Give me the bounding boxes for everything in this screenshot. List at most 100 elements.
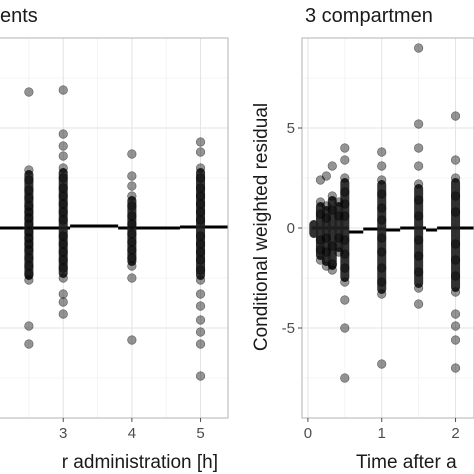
residual-point [414, 161, 424, 171]
x-tick-label: 4 [128, 425, 136, 442]
residual-point [24, 165, 34, 175]
residual-point [24, 245, 34, 255]
residual-column [127, 196, 137, 266]
residual-point [321, 233, 331, 243]
residual-point [450, 271, 461, 281]
residual-point [24, 185, 34, 195]
residual-point [450, 363, 461, 373]
right-panel: 3 compartmen 0 1 2 -5 0 5 Time after a Condi… [251, 5, 474, 473]
residual-point [340, 295, 350, 305]
x-tick-label: 5 [196, 425, 204, 442]
residual-point [127, 191, 137, 201]
residual-point [450, 255, 461, 265]
residual-point [195, 301, 206, 311]
residual-point [414, 235, 424, 245]
x-tick-label: 2 [451, 425, 459, 442]
residual-point [450, 321, 461, 331]
residual-point [127, 219, 137, 229]
residual-point [340, 277, 350, 287]
residual-point [414, 119, 424, 129]
residual-point [450, 335, 461, 345]
residual-point [58, 151, 68, 161]
residual-point [127, 201, 137, 211]
residual-point [414, 43, 424, 53]
x-tick-label: 0 [304, 425, 312, 442]
residual-point [127, 245, 137, 255]
residual-point [195, 191, 206, 201]
residual-point [450, 207, 461, 217]
residual-point [195, 275, 206, 285]
residual-point [58, 231, 68, 241]
residual-point [195, 147, 206, 157]
right-panel-title: 3 compartmen [305, 5, 433, 27]
residual-point [377, 277, 387, 287]
residual-point [195, 163, 206, 173]
residual-point [195, 265, 206, 275]
residual-point [24, 275, 34, 285]
residual-point [340, 211, 350, 221]
residual-point [24, 253, 34, 263]
y-tick-label: 0 [287, 220, 295, 237]
residual-point [195, 137, 206, 147]
residual-point [195, 183, 206, 193]
residual-point [58, 247, 68, 257]
residual-point [195, 371, 206, 381]
residual-point [340, 187, 350, 197]
residual-point [58, 297, 68, 307]
residual-point [195, 327, 206, 337]
residual-point [24, 339, 34, 349]
residual-point [195, 315, 206, 325]
residual-point [127, 149, 137, 159]
residual-point [450, 155, 461, 165]
residual-point [127, 273, 137, 283]
residual-point [450, 111, 461, 121]
residual-point [195, 199, 206, 209]
residual-column [377, 180, 387, 294]
residual-point [127, 237, 137, 247]
residual-point [321, 171, 331, 181]
residual-point [450, 309, 461, 319]
residual-point [334, 197, 344, 207]
right-residual-points [315, 43, 461, 383]
left-panel-border [0, 37, 229, 419]
residual-point [24, 87, 34, 97]
left-x-axis-title: r administration [h] [62, 452, 218, 473]
residual-point [58, 255, 68, 265]
residual-point [377, 203, 387, 213]
residual-point [315, 255, 326, 265]
y-tick-label: 5 [287, 120, 295, 137]
residual-point [24, 193, 34, 203]
residual-point [450, 191, 461, 201]
right-y-axis-title: Conditional weighted residual [251, 103, 272, 351]
residual-point [377, 189, 387, 199]
left-panel-title: ents [0, 5, 38, 27]
x-tick-label: 1 [378, 425, 386, 442]
residual-point [414, 211, 424, 221]
residual-point [377, 215, 387, 225]
x-tick-label: 3 [59, 425, 67, 442]
residual-point [340, 199, 350, 209]
residual-point [340, 263, 350, 273]
residual-point [414, 251, 424, 261]
residual-point [58, 199, 68, 209]
residual-point [58, 141, 68, 151]
residual-point [450, 173, 461, 183]
left-panel: ents 3 4 5 r administration [h] [0, 5, 229, 473]
residual-column [58, 168, 68, 278]
residual-point [327, 265, 337, 275]
residual-point [377, 147, 387, 157]
residual-point [315, 245, 326, 255]
residual-point [377, 359, 387, 369]
residual-point [195, 231, 206, 241]
residual-point [321, 247, 331, 257]
residual-point [327, 241, 337, 251]
residual-point [195, 215, 206, 225]
residual-point [377, 161, 387, 171]
residual-point [195, 255, 206, 265]
residual-point [195, 239, 206, 249]
left-residual-columns [24, 168, 206, 280]
residual-point [414, 299, 424, 309]
residual-point [24, 261, 34, 271]
residual-point [127, 229, 137, 239]
